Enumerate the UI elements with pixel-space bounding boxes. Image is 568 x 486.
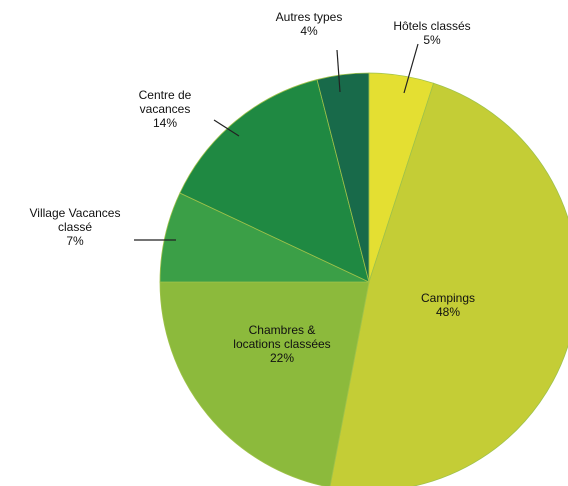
- slice-label: Centre de vacances: [139, 88, 192, 116]
- pie: [159, 72, 568, 486]
- slice-value-label: 48%: [436, 305, 460, 319]
- slice-value-label: 7%: [66, 234, 84, 248]
- leader-line: [403, 43, 419, 94]
- slice-value-label: 5%: [423, 33, 441, 47]
- slice-label: Village Vacances classé: [30, 206, 121, 234]
- pie-slice: [329, 82, 568, 486]
- leader-line: [213, 119, 240, 137]
- slice-label: Autres types: [276, 10, 343, 24]
- pie-slice: [316, 72, 370, 283]
- slice-label: Chambres & locations classées: [233, 323, 330, 351]
- slice-value-label: 4%: [300, 24, 318, 38]
- leader-line: [336, 49, 341, 93]
- pie-slice: [179, 79, 370, 283]
- slice-value-label: 22%: [270, 351, 294, 365]
- slice-value-label: 14%: [153, 116, 177, 130]
- slice-label: Campings: [421, 291, 475, 305]
- slice-label: Hôtels classés: [393, 19, 470, 33]
- pie-slice: [159, 281, 370, 486]
